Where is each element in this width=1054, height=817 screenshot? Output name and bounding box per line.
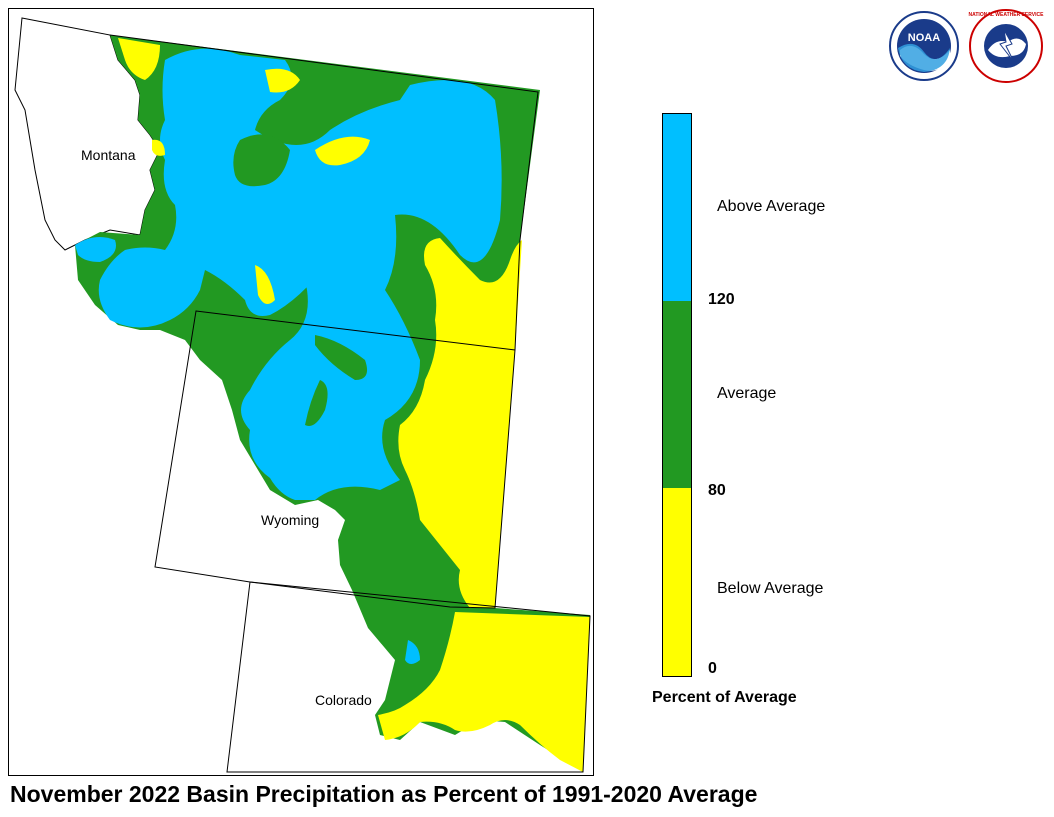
above-average-region-west: [75, 236, 116, 262]
legend-tick-120: 120: [708, 291, 735, 308]
below-average-region-northwest: [118, 38, 160, 80]
above-average-region-center: [233, 134, 290, 187]
legend-caption: Percent of Average: [652, 689, 797, 706]
above-average-region-north: [98, 48, 502, 501]
colorado-boundary: [226, 581, 591, 773]
legend-color-bar: [662, 113, 692, 677]
legend-tick-0: 0: [708, 660, 717, 677]
state-label-wyoming: Wyoming: [261, 512, 320, 528]
basin-precipitation-map: [14, 17, 591, 773]
below-average-patch-3: [255, 265, 275, 304]
legend-below-average-swatch: [663, 488, 691, 676]
montana-east-boundary: [109, 34, 539, 351]
noaa-logo: NOAA: [889, 11, 959, 81]
legend-tick-80: 80: [708, 482, 726, 499]
nws-logo-text: NATIONAL WEATHER SERVICE: [969, 12, 1045, 18]
average-island-2: [305, 380, 328, 426]
state-label-montana: Montana: [81, 147, 136, 163]
legend-label-above-average: Above Average: [717, 198, 826, 215]
legend-label-average: Average: [717, 385, 777, 402]
below-average-patch-2: [265, 68, 300, 93]
state-label-colorado: Colorado: [315, 692, 372, 708]
legend-above-average-swatch: [663, 114, 691, 301]
above-average-region-south: [405, 640, 420, 664]
below-average-region-east: [398, 238, 522, 608]
nws-logo: NATIONAL WEATHER SERVICE: [969, 9, 1045, 83]
noaa-logo-text: NOAA: [908, 32, 940, 44]
page-title: November 2022 Basin Precipitation as Per…: [10, 781, 758, 807]
below-average-patch-1: [315, 136, 370, 166]
legend-average-swatch: [663, 301, 691, 488]
average-island-1: [315, 335, 368, 380]
legend-label-below-average: Below Average: [717, 580, 824, 597]
below-average-region-colorado: [378, 612, 590, 772]
below-average-patch-4: [152, 139, 165, 156]
